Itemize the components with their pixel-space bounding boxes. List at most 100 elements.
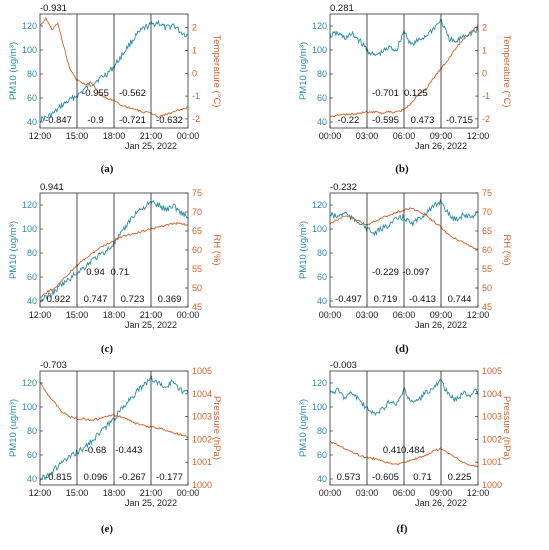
y-tick-label-left: 40 <box>317 117 327 127</box>
x-tick-label: 09:00 <box>430 131 453 141</box>
y-tick-label-right: 1005 <box>482 366 502 376</box>
y-tick-label-right: 70 <box>192 207 202 217</box>
panel-label: (b) <box>395 163 409 175</box>
y-tick-label-right: 55 <box>192 264 202 274</box>
y-axis-label-left: PM10 (ug/m³) <box>8 42 19 100</box>
chart-panel-b: 40 60 80 100 120 -2 -1 0 1 2 00:00 03:00 06:00 09:00 1… <box>298 3 512 175</box>
panel-label: (d) <box>395 343 409 355</box>
x-tick-label: 00:00 <box>319 310 342 320</box>
panel-label: (e) <box>101 523 114 535</box>
y-tick-label-right: 1 <box>192 45 197 55</box>
chart-panel-e: 40 60 80 100 120 1000 1001 1002 1003 1004 1005 12:0… <box>8 360 222 535</box>
x-tick-label: 15:00 <box>66 310 89 320</box>
y-tick-label-right: 65 <box>482 226 492 236</box>
y-tick-label-left: 40 <box>317 296 327 306</box>
segment-correlation: -0.413 <box>409 294 436 305</box>
y-axis-label-right: Temperature (°C) <box>211 35 222 108</box>
y-tick-label-left: 80 <box>27 69 37 79</box>
x-tick-label: 00:00 <box>319 131 342 141</box>
y-axis-label-left: PM10 (ug/m³) <box>298 399 309 457</box>
segment-correlation: 0.225 <box>448 472 472 483</box>
y-axis-label-right: RH (%) <box>501 234 512 265</box>
y-tick-label-left: 100 <box>312 45 327 55</box>
mid-correlation: -0.097 <box>402 267 429 278</box>
y-tick-label-right: 60 <box>192 245 202 255</box>
y-tick-label-right: 1000 <box>192 480 212 490</box>
mid-correlation: 0.94 <box>86 267 105 278</box>
chart-panel-d: 40 60 80 100 120 45 50 55 60 65 70 75 00:00 03:00 06:0… <box>298 182 512 355</box>
y-tick-label-right: 60 <box>482 245 492 255</box>
x-tick-label: 15:00 <box>66 131 89 141</box>
y-tick-label-right: 2 <box>192 23 197 33</box>
y-tick-label-right: 75 <box>482 188 492 198</box>
y-tick-label-left: 120 <box>22 200 37 210</box>
segment-correlation: 0.723 <box>121 294 145 305</box>
x-tick-label: 03:00 <box>356 310 379 320</box>
y-tick-label-right: 0 <box>482 68 487 78</box>
y-tick-label-right: 1004 <box>482 389 502 399</box>
y-tick-label-left: 100 <box>22 402 37 412</box>
y-tick-label-right: 50 <box>192 283 202 293</box>
x-tick-label: 18:00 <box>103 310 126 320</box>
y-tick-label-left: 120 <box>312 21 327 31</box>
y-tick-label-right: 55 <box>482 264 492 274</box>
y-axis-label-right: Temperature (°C) <box>501 35 512 108</box>
x-tick-label: 12:00 <box>467 310 490 320</box>
y-tick-label-left: 40 <box>27 296 37 306</box>
y-tick-label-left: 60 <box>27 272 37 282</box>
x-tick-label: 00:00 <box>177 310 200 320</box>
y-axis-label-left: PM10 (ug/m³) <box>298 221 309 279</box>
overall-correlation: -0.232 <box>330 182 357 193</box>
overall-correlation: -0.931 <box>40 3 67 14</box>
segment-correlation: -0.177 <box>156 472 183 483</box>
y-tick-label-left: 120 <box>312 378 327 388</box>
segment-correlation: 0.369 <box>158 294 182 305</box>
date-label: Jan 26, 2022 <box>415 141 467 151</box>
y-tick-label-left: 100 <box>312 402 327 412</box>
mid-correlation: -0.68 <box>85 445 107 456</box>
x-tick-label: 12:00 <box>467 131 490 141</box>
y-tick-label-right: 1005 <box>192 366 212 376</box>
segment-correlation: 0.744 <box>448 294 472 305</box>
segment-correlation: 0.096 <box>84 472 108 483</box>
y-tick-label-right: 1003 <box>482 412 502 422</box>
chart-panel-c: 40 60 80 100 120 45 50 55 60 65 70 75 12:00 15:00 18:0… <box>8 182 222 355</box>
y-tick-label-right: 75 <box>192 188 202 198</box>
date-label: Jan 26, 2022 <box>415 498 467 508</box>
mid-correlation: 0.484 <box>401 445 425 456</box>
y-tick-label-left: 80 <box>317 69 327 79</box>
y-tick-label-right: 0 <box>192 68 197 78</box>
x-tick-label: 21:00 <box>140 310 163 320</box>
x-tick-label: 12:00 <box>29 488 52 498</box>
y-tick-label-left: 60 <box>27 93 37 103</box>
date-label: Jan 25, 2022 <box>125 320 177 330</box>
mid-correlation: -0.562 <box>119 88 146 99</box>
y-tick-label-right: 2 <box>482 23 487 33</box>
segment-correlation: 0.719 <box>374 294 398 305</box>
x-tick-label: 00:00 <box>177 131 200 141</box>
x-tick-label: 21:00 <box>140 131 163 141</box>
y-axis-label-left: PM10 (ug/m³) <box>8 399 19 457</box>
y-tick-label-right: 45 <box>192 302 202 312</box>
segment-correlation: -0.9 <box>87 115 103 126</box>
y-tick-label-left: 60 <box>27 450 37 460</box>
y-tick-label-left: 40 <box>27 117 37 127</box>
segment-correlation: -0.605 <box>372 472 399 483</box>
y-tick-label-left: 60 <box>317 93 327 103</box>
y-tick-label-right: -2 <box>482 114 490 124</box>
mid-correlation: 0.71 <box>111 267 130 278</box>
y-tick-label-right: -1 <box>482 91 490 101</box>
y-tick-label-left: 100 <box>312 224 327 234</box>
mid-correlation: -0.229 <box>372 267 399 278</box>
segment-correlation: 0.922 <box>47 294 71 305</box>
segment-correlation: 0.747 <box>84 294 108 305</box>
y-tick-label-left: 120 <box>22 378 37 388</box>
x-tick-label: 06:00 <box>393 488 416 498</box>
date-label: Jan 25, 2022 <box>125 498 177 508</box>
x-tick-label: 15:00 <box>66 488 89 498</box>
y-axis-label-right: Pressure (hPa) <box>211 396 222 460</box>
chart-panel-a: 40 60 80 100 120 -2 -1 0 1 2 12:00 15:00 18:00 21:00 0… <box>8 3 222 175</box>
x-tick-label: 09:00 <box>430 310 453 320</box>
segment-correlation: -0.815 <box>45 472 72 483</box>
